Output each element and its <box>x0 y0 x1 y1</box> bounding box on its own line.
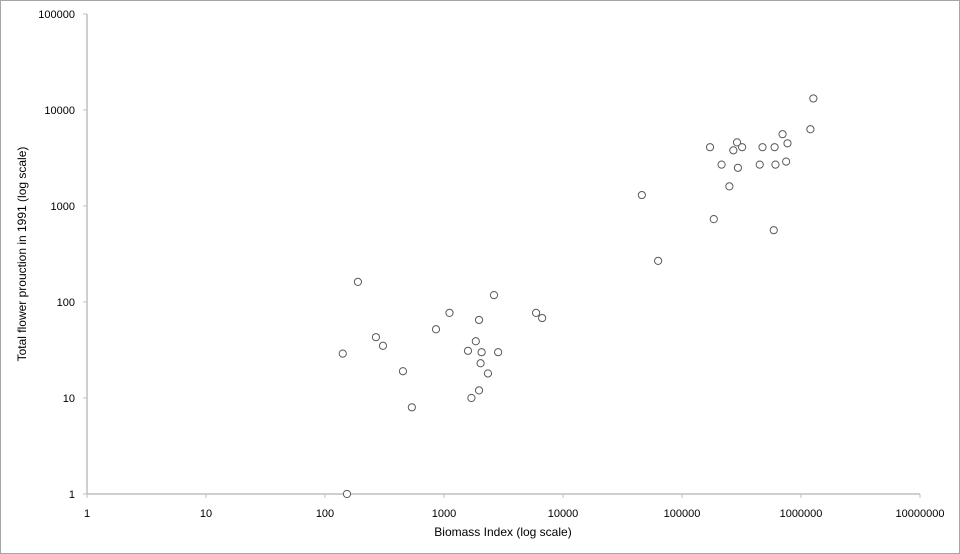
data-point-marker <box>729 146 738 155</box>
data-point-marker <box>371 333 381 342</box>
data-point-marker <box>654 256 663 265</box>
data-point-marker <box>476 359 485 368</box>
data-points <box>338 94 818 499</box>
data-point-marker <box>755 160 764 169</box>
x-tick-label: 1000000 <box>780 508 823 520</box>
data-point-marker <box>538 313 547 323</box>
data-point-marker <box>474 315 484 325</box>
x-tick-label: 100000 <box>664 508 701 520</box>
x-axis-title: Biomass Index (log scale) <box>434 525 571 539</box>
data-point-marker <box>782 157 791 166</box>
y-tick-label: 10000 <box>44 105 75 117</box>
data-point-marker <box>637 190 646 200</box>
data-point-marker <box>732 138 742 147</box>
data-point-marker <box>771 160 780 169</box>
data-point-marker <box>445 308 454 317</box>
data-point-marker <box>407 403 416 412</box>
data-point-marker <box>769 226 778 235</box>
y-axis-title: Total flower prouction in 1991 (log scal… <box>15 147 29 362</box>
data-point-marker <box>494 348 503 357</box>
y-tick-label: 10 <box>63 393 75 405</box>
y-tick-label: 1 <box>69 489 75 501</box>
data-point-marker <box>770 143 779 152</box>
data-point-marker <box>477 348 486 357</box>
x-tick-label: 1000 <box>432 508 456 520</box>
x-tick-label: 100 <box>316 508 334 520</box>
data-point-marker <box>471 337 480 346</box>
data-point-marker <box>398 367 408 376</box>
data-point-marker <box>783 139 792 148</box>
data-point-marker <box>338 349 347 358</box>
data-point-marker <box>431 325 441 334</box>
data-point-marker <box>717 160 726 169</box>
data-point-marker <box>463 346 473 355</box>
y-axis-ticks: 1 10 100 1000 10000 100000 <box>38 9 87 501</box>
data-point-marker <box>733 163 743 172</box>
x-tick-label: 10 <box>200 508 212 520</box>
data-point-marker <box>709 215 718 224</box>
x-tick-label: 10000000 <box>896 508 945 520</box>
data-point-marker <box>725 182 734 191</box>
data-point-marker <box>809 94 818 103</box>
data-point-marker <box>705 143 715 152</box>
data-point-marker <box>483 369 493 378</box>
data-point-marker <box>758 143 767 152</box>
y-tick-label: 100000 <box>38 9 75 21</box>
x-axis-ticks: 1 10 100 1000 10000 100000 1000000 10000000 <box>84 494 945 520</box>
data-point-marker <box>806 125 815 134</box>
data-point-marker <box>778 130 787 139</box>
x-tick-label: 10000 <box>548 508 579 520</box>
data-point-marker <box>378 341 388 350</box>
data-point-marker <box>467 393 476 403</box>
data-point-marker <box>474 386 484 395</box>
x-tick-label: 1 <box>84 508 90 520</box>
data-point-marker <box>353 277 362 286</box>
y-tick-label: 1000 <box>51 201 75 213</box>
data-point-marker <box>738 143 747 152</box>
y-tick-label: 100 <box>57 297 75 309</box>
data-point-marker <box>342 489 352 499</box>
data-point-marker <box>489 290 499 300</box>
axes <box>86 14 920 495</box>
data-point-marker <box>531 308 541 317</box>
